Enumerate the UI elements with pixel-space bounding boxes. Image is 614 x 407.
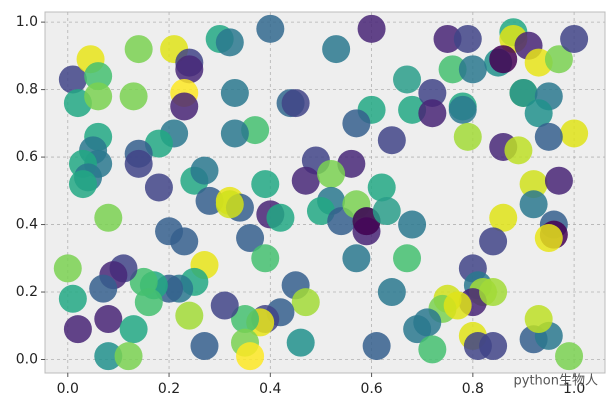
point — [413, 308, 442, 337]
point — [519, 170, 548, 199]
point — [489, 203, 518, 232]
x-tick-label: 0.0 — [57, 381, 79, 397]
point — [544, 166, 573, 195]
point — [458, 55, 487, 84]
point — [266, 203, 295, 232]
point — [291, 166, 320, 195]
point — [94, 203, 123, 232]
point — [84, 62, 113, 91]
point — [534, 224, 563, 253]
point — [317, 159, 346, 188]
point — [453, 122, 482, 151]
point — [398, 210, 427, 239]
point — [367, 173, 396, 202]
y-tick-label: 0.8 — [16, 82, 38, 98]
point — [509, 78, 538, 107]
point — [215, 190, 244, 219]
point — [291, 288, 320, 317]
point — [124, 149, 153, 178]
point — [489, 45, 518, 74]
point — [377, 278, 406, 307]
point — [504, 136, 533, 165]
point — [393, 244, 422, 273]
point — [555, 342, 584, 371]
point — [281, 89, 310, 118]
point — [215, 28, 244, 57]
point — [534, 122, 563, 151]
point — [453, 24, 482, 53]
point — [114, 342, 143, 371]
watermark: python生物人 — [514, 374, 598, 389]
point — [190, 156, 219, 185]
point — [68, 170, 97, 199]
ticks: 0.0 0.2 0.4 0.6 0.8 1.0 0.0 0.2 0.4 0.6 0.8 1.0 — [16, 14, 586, 397]
point — [322, 35, 351, 64]
x-tick-label: 0.6 — [360, 381, 382, 397]
point — [124, 35, 153, 64]
point — [418, 78, 447, 107]
point — [418, 99, 447, 128]
x-tick-label: 1.0 — [563, 381, 585, 397]
point — [236, 342, 265, 371]
point — [58, 284, 87, 313]
point — [519, 190, 548, 219]
point — [84, 82, 113, 111]
y-tick-label: 1.0 — [16, 14, 38, 30]
x-tick-label: 0.2 — [158, 381, 180, 397]
point — [210, 291, 239, 320]
point — [119, 315, 148, 344]
point — [393, 65, 422, 94]
point — [155, 217, 184, 246]
point — [418, 335, 447, 364]
point — [175, 55, 204, 84]
point — [170, 92, 199, 121]
point — [342, 244, 371, 273]
point — [251, 244, 280, 273]
point — [190, 332, 219, 361]
point — [119, 82, 148, 111]
point — [53, 254, 82, 283]
point — [134, 288, 163, 317]
point — [357, 14, 386, 43]
point — [433, 24, 462, 53]
point — [524, 99, 553, 128]
point — [438, 55, 467, 84]
point — [372, 197, 401, 226]
point — [256, 14, 285, 43]
point — [144, 173, 173, 202]
point — [377, 126, 406, 155]
point — [479, 332, 508, 361]
point — [63, 315, 92, 344]
point — [560, 119, 589, 148]
point — [220, 119, 249, 148]
point — [560, 24, 589, 53]
point — [94, 342, 123, 371]
point — [175, 301, 204, 330]
point — [342, 109, 371, 138]
x-tick-label: 0.4 — [259, 381, 281, 397]
point — [286, 328, 315, 357]
point — [479, 278, 508, 307]
point — [362, 332, 391, 361]
x-tick-label: 0.8 — [462, 381, 484, 397]
point — [231, 305, 259, 334]
point — [89, 274, 118, 303]
y-tick-label: 0.4 — [16, 217, 38, 233]
point — [220, 78, 249, 107]
points — [53, 14, 589, 371]
point — [479, 227, 508, 256]
y-tick-label: 0.0 — [16, 352, 38, 368]
point — [443, 291, 472, 320]
point — [448, 95, 477, 124]
y-tick-label: 0.2 — [16, 284, 38, 300]
point — [58, 65, 87, 94]
point — [94, 305, 123, 334]
y-tick-label: 0.6 — [16, 149, 38, 165]
point — [524, 305, 553, 334]
point — [544, 45, 573, 74]
point — [236, 224, 265, 253]
point — [251, 170, 280, 199]
